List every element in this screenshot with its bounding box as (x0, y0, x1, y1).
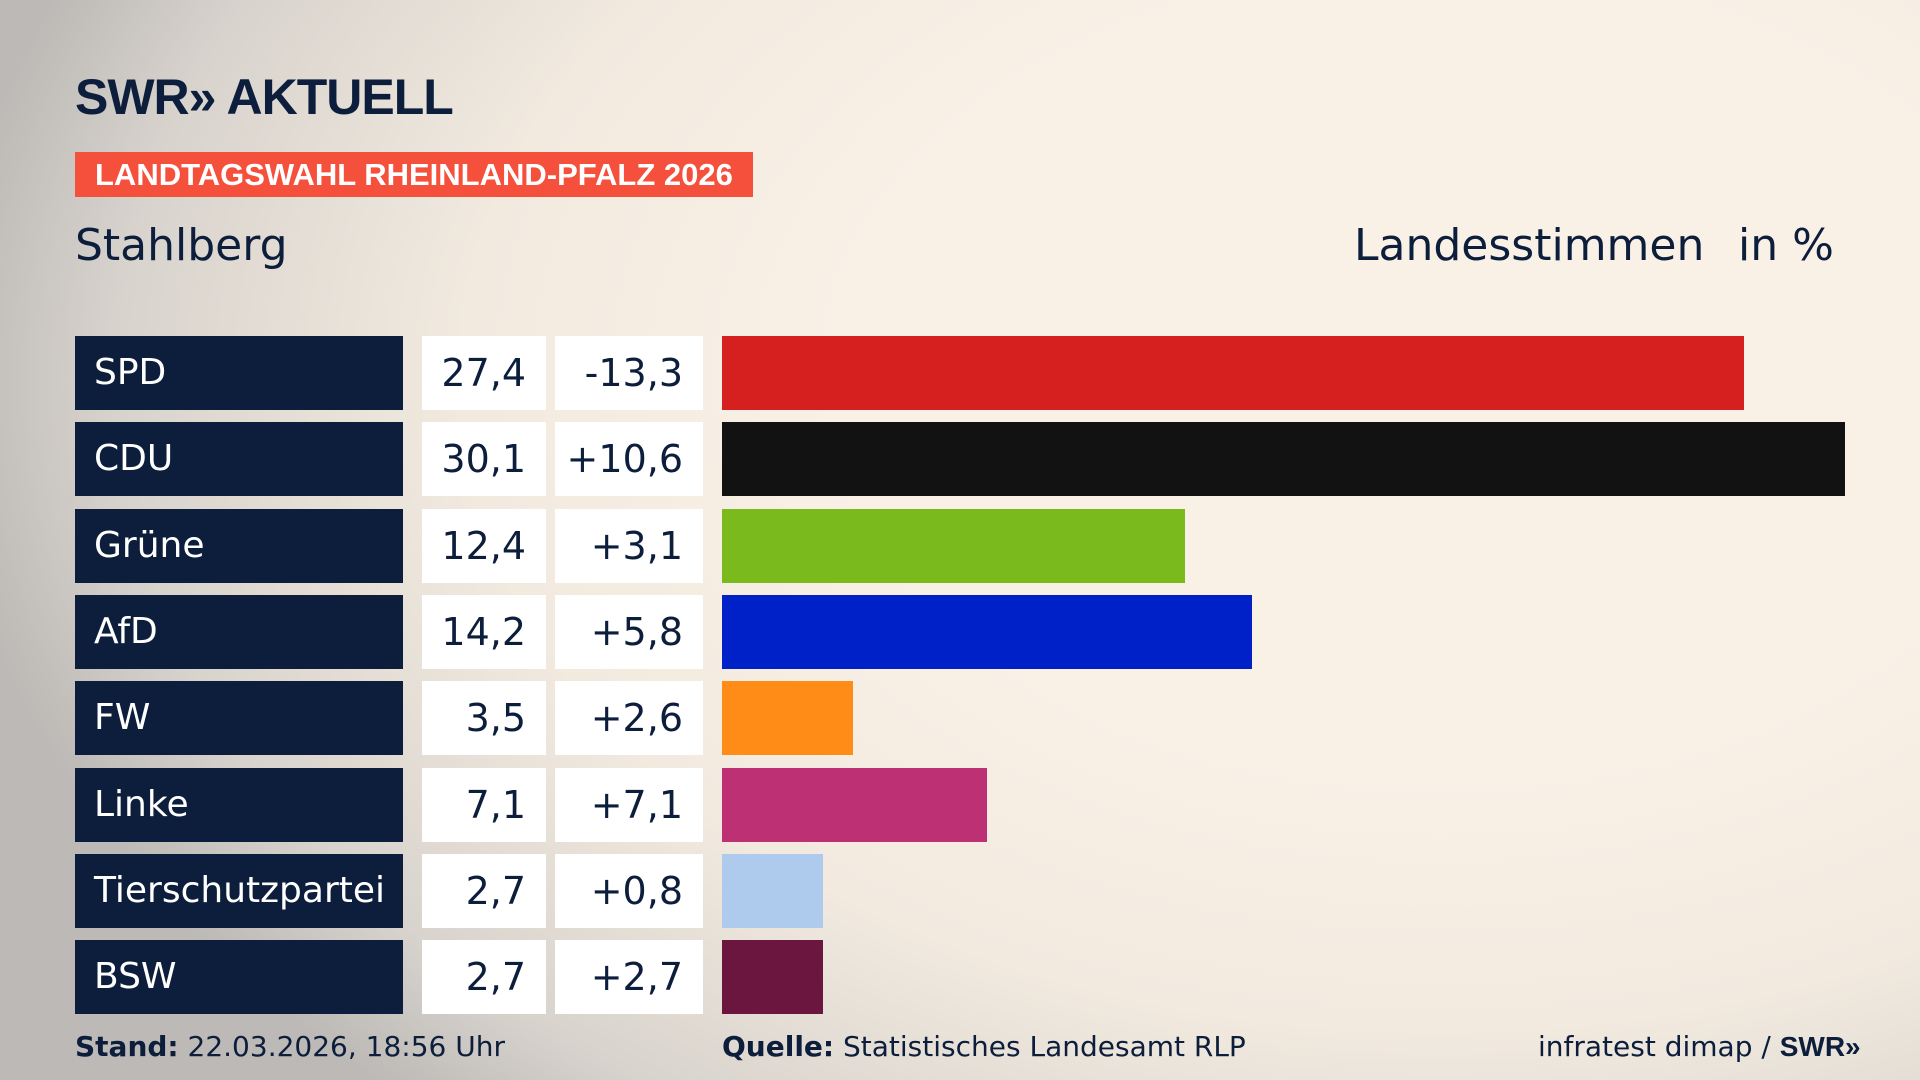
party-name: FW (75, 681, 403, 756)
party-change: +2,6 (555, 681, 703, 756)
party-value: 12,4 (422, 508, 546, 583)
party-change: +5,8 (555, 594, 703, 669)
party-row: SPD 27,4 -13,3 (75, 336, 1875, 410)
party-name: Grüne (75, 508, 403, 583)
party-bar (722, 767, 987, 842)
party-value: 7,1 (422, 767, 546, 842)
party-value: 2,7 (422, 853, 546, 928)
party-bar (722, 422, 1845, 497)
party-row: BSW 2,7 +2,7 (75, 940, 1875, 1015)
unit-label: in % (1738, 220, 1834, 271)
party-name: CDU (75, 422, 403, 497)
credit-text: infratest dimap / (1538, 1030, 1780, 1063)
party-bar (722, 681, 853, 756)
timestamp: Stand: 22.03.2026, 18:56 Uhr (75, 1030, 505, 1063)
party-row: Tierschutzpartei 2,7 +0,8 (75, 853, 1875, 928)
source: Quelle: Statistisches Landesamt RLP (722, 1030, 1246, 1063)
party-name: SPD (75, 336, 403, 410)
party-value: 14,2 (422, 594, 546, 669)
party-bar (722, 594, 1252, 669)
party-name: BSW (75, 940, 403, 1015)
election-tag: LANDTAGSWAHL RHEINLAND-PFALZ 2026 (75, 152, 753, 197)
party-row: FW 3,5 +2,6 (75, 681, 1875, 756)
party-change: +0,8 (555, 853, 703, 928)
party-name: AfD (75, 594, 403, 669)
party-bar (722, 853, 823, 928)
vote-type-label: Landesstimmen (1354, 220, 1705, 271)
swr-aktuell-logo: SWR» AKTUELL (75, 69, 454, 125)
party-row: Linke 7,1 +7,1 (75, 767, 1875, 842)
party-value: 27,4 (422, 336, 546, 410)
party-name: Tierschutzpartei (75, 853, 403, 928)
party-bar (722, 508, 1185, 583)
credit: infratest dimap / SWR» (1538, 1030, 1861, 1063)
party-change: +3,1 (555, 508, 703, 583)
party-change: +2,7 (555, 940, 703, 1015)
region-title: Stahlberg (75, 220, 288, 271)
party-row: AfD 14,2 +5,8 (75, 594, 1875, 669)
party-change: +7,1 (555, 767, 703, 842)
party-value: 3,5 (422, 681, 546, 756)
stand-label: Stand: (75, 1030, 179, 1063)
source-value: Statistisches Landesamt RLP (843, 1030, 1246, 1063)
swr-small-logo: SWR» (1779, 1031, 1861, 1062)
party-value: 30,1 (422, 422, 546, 497)
party-bar (722, 336, 1745, 410)
party-bar (722, 940, 823, 1015)
party-change: -13,3 (555, 336, 703, 410)
party-name: Linke (75, 767, 403, 842)
party-row: CDU 30,1 +10,6 (75, 422, 1875, 497)
party-change: +10,6 (555, 422, 703, 497)
source-label: Quelle: (722, 1030, 835, 1063)
party-value: 2,7 (422, 940, 546, 1015)
stand-value: 22.03.2026, 18:56 Uhr (187, 1030, 505, 1063)
party-row: Grüne 12,4 +3,1 (75, 508, 1875, 583)
